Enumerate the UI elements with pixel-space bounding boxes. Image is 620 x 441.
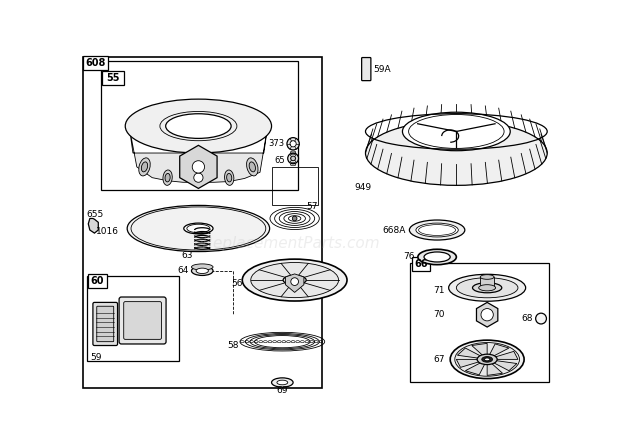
Text: 59A: 59A (373, 65, 391, 75)
Ellipse shape (366, 121, 547, 185)
Text: 63: 63 (182, 251, 193, 260)
Text: 949: 949 (355, 183, 372, 192)
FancyBboxPatch shape (480, 277, 494, 288)
FancyBboxPatch shape (124, 302, 161, 340)
Text: 373: 373 (268, 139, 285, 148)
Circle shape (293, 216, 297, 221)
Ellipse shape (141, 162, 148, 172)
Circle shape (194, 173, 203, 182)
Ellipse shape (472, 283, 502, 293)
Text: 58: 58 (227, 341, 239, 350)
Ellipse shape (416, 223, 458, 237)
Polygon shape (493, 360, 517, 371)
Ellipse shape (250, 262, 339, 298)
Text: 65: 65 (274, 156, 285, 165)
Circle shape (481, 309, 494, 321)
Ellipse shape (456, 278, 518, 298)
Ellipse shape (455, 343, 520, 376)
Polygon shape (477, 303, 498, 327)
Ellipse shape (224, 170, 234, 185)
Text: 1016: 1016 (96, 227, 119, 236)
Text: 608: 608 (85, 58, 105, 68)
Circle shape (290, 141, 296, 147)
Text: 56: 56 (231, 280, 243, 288)
FancyBboxPatch shape (97, 306, 113, 342)
Ellipse shape (249, 162, 255, 172)
Polygon shape (494, 351, 518, 359)
FancyBboxPatch shape (83, 56, 107, 70)
Ellipse shape (192, 264, 213, 270)
Text: 55: 55 (106, 73, 120, 83)
Text: 60: 60 (91, 276, 104, 286)
Ellipse shape (184, 223, 213, 234)
Circle shape (192, 161, 205, 173)
Text: 64: 64 (178, 266, 189, 275)
Ellipse shape (192, 266, 213, 276)
Text: 66: 66 (414, 259, 428, 269)
Ellipse shape (480, 275, 494, 279)
FancyBboxPatch shape (412, 257, 430, 271)
Circle shape (291, 278, 298, 285)
Ellipse shape (424, 252, 450, 262)
Polygon shape (487, 363, 503, 375)
Ellipse shape (277, 380, 288, 385)
Ellipse shape (479, 285, 495, 291)
Polygon shape (466, 362, 485, 375)
Polygon shape (180, 146, 217, 188)
FancyBboxPatch shape (87, 276, 179, 361)
FancyBboxPatch shape (102, 71, 124, 85)
Polygon shape (458, 348, 482, 359)
Ellipse shape (166, 114, 231, 138)
Circle shape (287, 138, 299, 150)
Polygon shape (489, 344, 509, 357)
Text: 67: 67 (433, 355, 445, 364)
Polygon shape (472, 344, 487, 356)
Text: 71: 71 (433, 286, 445, 295)
Circle shape (291, 156, 295, 161)
FancyBboxPatch shape (410, 263, 549, 382)
Text: 59: 59 (91, 352, 102, 362)
Text: 69: 69 (277, 386, 288, 395)
Ellipse shape (127, 206, 270, 251)
Ellipse shape (409, 220, 465, 240)
Ellipse shape (242, 259, 347, 301)
Ellipse shape (247, 158, 258, 176)
Circle shape (288, 153, 298, 164)
Ellipse shape (139, 158, 150, 176)
Ellipse shape (196, 268, 208, 273)
Text: 76: 76 (403, 252, 415, 262)
Polygon shape (285, 274, 304, 292)
Ellipse shape (165, 173, 170, 182)
Ellipse shape (450, 340, 524, 379)
Polygon shape (88, 218, 99, 233)
Ellipse shape (283, 276, 306, 285)
FancyBboxPatch shape (83, 57, 322, 388)
Text: eReplacementParts.com: eReplacementParts.com (193, 236, 380, 251)
Polygon shape (456, 359, 480, 367)
Ellipse shape (163, 170, 172, 185)
Ellipse shape (272, 378, 293, 387)
Text: 655: 655 (87, 210, 104, 219)
FancyBboxPatch shape (361, 57, 371, 81)
Ellipse shape (477, 354, 497, 365)
Ellipse shape (418, 249, 456, 265)
Ellipse shape (125, 99, 272, 153)
FancyBboxPatch shape (93, 303, 118, 345)
Text: 68: 68 (522, 314, 533, 323)
Ellipse shape (227, 173, 232, 182)
Text: 57: 57 (306, 202, 317, 211)
FancyBboxPatch shape (119, 297, 166, 344)
Ellipse shape (402, 112, 510, 151)
FancyBboxPatch shape (100, 60, 298, 190)
Ellipse shape (482, 357, 492, 362)
Ellipse shape (191, 168, 206, 187)
Polygon shape (129, 126, 268, 182)
FancyBboxPatch shape (88, 274, 107, 288)
Text: 70: 70 (433, 310, 445, 319)
Circle shape (536, 313, 546, 324)
Text: 668A: 668A (382, 225, 405, 235)
Ellipse shape (484, 358, 490, 361)
Ellipse shape (449, 274, 526, 301)
